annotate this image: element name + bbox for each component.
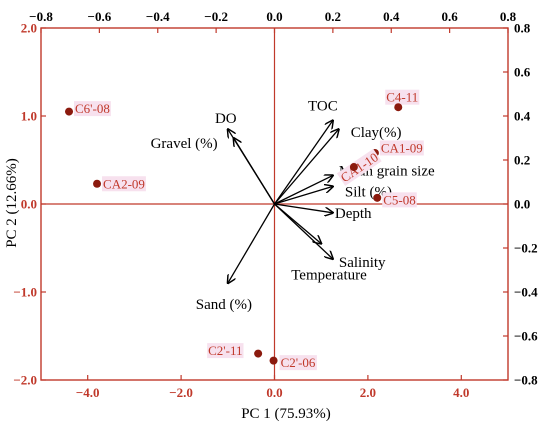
- point-label-highlight: [102, 176, 146, 192]
- loading-label: Clay(%): [351, 125, 402, 141]
- point-label-group: CA2-09: [102, 176, 146, 192]
- bottom-tick-label: −4.0: [76, 385, 100, 400]
- point-label: C2'-06: [281, 355, 316, 370]
- bottom-tick-label: 4.0: [453, 385, 469, 400]
- top-tick-label: −0.4: [146, 9, 170, 24]
- right-tick-label: 0.6: [514, 65, 531, 80]
- loading-label: Gravel (%): [151, 136, 218, 152]
- right-tick-label: 0.0: [514, 197, 530, 212]
- point-label-highlight: [379, 140, 424, 156]
- loading-arrow: [234, 138, 276, 205]
- left-tick-label: 1.0: [21, 109, 37, 124]
- bottom-tick-label: 2.0: [360, 385, 376, 400]
- loading-label: Temperature: [291, 268, 367, 284]
- loading-arrow: [274, 203, 333, 259]
- point-label-highlight: [336, 148, 382, 186]
- left-tick-label: −2.0: [13, 373, 37, 388]
- loading-arrow: [274, 203, 322, 244]
- point-label-highlight: [279, 355, 317, 371]
- right-tick-label: 0.4: [514, 109, 531, 124]
- sample-point: [93, 179, 102, 188]
- right-tick-label: −0.4: [514, 285, 538, 300]
- right-tick-label: 0.2: [514, 153, 530, 168]
- point-label-group: C2'-06: [279, 355, 317, 371]
- point-label: C2'-11: [208, 343, 242, 358]
- top-tick-label: −0.8: [29, 9, 53, 24]
- loading-label: DO: [215, 111, 237, 127]
- point-label-highlight: [74, 101, 111, 117]
- x-axis-title: PC 1 (75.93%): [241, 406, 331, 422]
- top-tick-label: 0.2: [325, 9, 341, 24]
- point-label-highlight: [385, 89, 420, 105]
- sample-point: [269, 356, 278, 365]
- point-label-group: C5-08: [382, 192, 417, 208]
- point-label: CA2-09: [103, 176, 145, 191]
- point-label-group: CA1-09: [379, 140, 424, 156]
- loading-arrow: [274, 175, 333, 205]
- top-tick-label: 0.6: [442, 9, 459, 24]
- point-label: C6'-08: [75, 101, 110, 116]
- bottom-tick-label: 0.0: [266, 385, 282, 400]
- point-label: CA1-09: [381, 140, 423, 155]
- sample-points: C6'-08CA2-09C4-11CA1-09CA1-10C5-08C2'-11…: [65, 89, 424, 371]
- top-tick-label: −0.6: [88, 9, 112, 24]
- point-label-highlight: [382, 192, 417, 208]
- point-label: C5-08: [383, 192, 416, 207]
- point-label-group: C2'-11: [207, 343, 244, 359]
- right-tick-label: −0.6: [514, 329, 538, 344]
- sample-point: [394, 103, 403, 112]
- loading-label: Sand (%): [196, 297, 252, 313]
- point-label-group: C6'-08: [74, 101, 111, 117]
- loading-arrow: [228, 203, 276, 283]
- point-label-highlight: [207, 343, 244, 359]
- point-label-group: C4-11: [385, 89, 420, 105]
- loading-label: Salinity: [339, 255, 386, 271]
- sample-point: [254, 349, 263, 358]
- left-tick-label: 2.0: [21, 21, 37, 36]
- point-label: C4-11: [386, 90, 418, 105]
- top-tick-label: 0.0: [266, 9, 282, 24]
- bottom-tick-label: −2.0: [169, 385, 193, 400]
- right-tick-label: −0.8: [514, 373, 538, 388]
- top-tick-label: 0.8: [500, 9, 517, 24]
- sample-point: [373, 193, 382, 202]
- top-tick-label: 0.4: [383, 9, 400, 24]
- y-axis-title: PC 2 (12.66%): [4, 158, 20, 248]
- axis-ticks: −4.0 −2.0 0.0 2.0 4.0−2.0−1.00.01.02.0−0.8 −0…: [13, 9, 538, 400]
- right-tick-label: 0.8: [514, 21, 531, 36]
- sample-point: [65, 107, 74, 116]
- sample-point: [349, 163, 358, 172]
- top-tick-label: −0.2: [204, 9, 228, 24]
- left-tick-label: 0.0: [21, 197, 37, 212]
- loading-arrow: [274, 203, 333, 213]
- left-tick-label: −1.0: [13, 285, 37, 300]
- loading-label: Depth: [335, 206, 372, 222]
- loading-arrow: [274, 129, 339, 205]
- loading-label: TOC: [308, 98, 338, 114]
- loading-arrow: [274, 186, 333, 205]
- loading-arrow: [273, 120, 333, 205]
- right-tick-label: −0.2: [514, 241, 538, 256]
